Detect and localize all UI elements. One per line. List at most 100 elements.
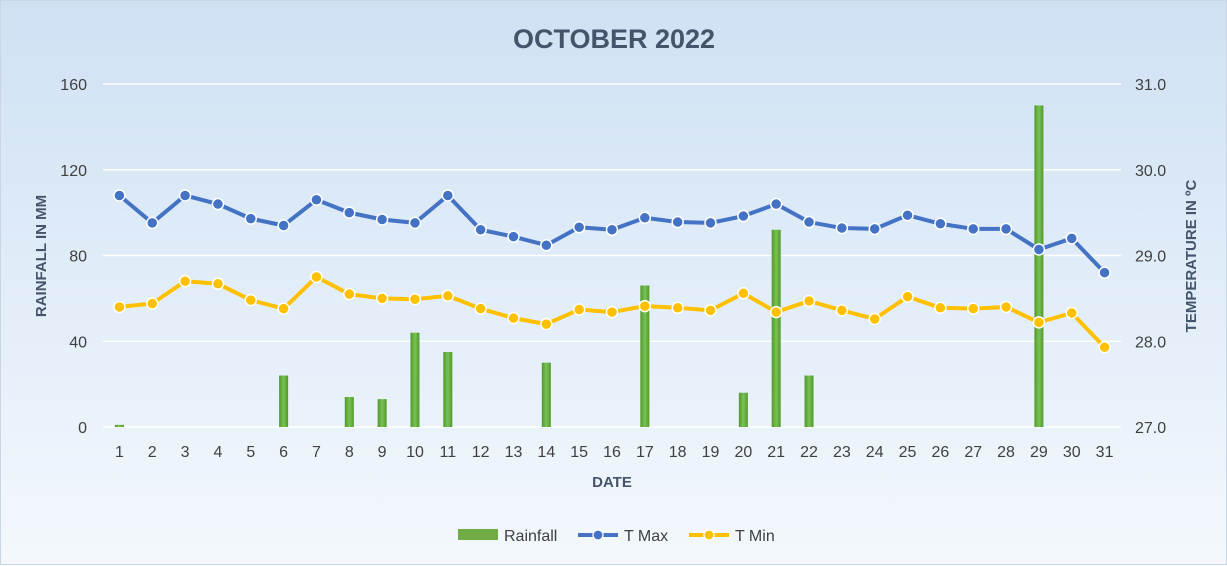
t-max-point xyxy=(343,206,356,219)
x-tick-label: 16 xyxy=(603,444,621,461)
rainfall-bar xyxy=(377,399,387,427)
legend-label: T Min xyxy=(735,528,775,545)
t-min-point xyxy=(211,277,225,291)
t-min-point xyxy=(966,302,980,315)
x-tick-label: 7 xyxy=(312,444,321,461)
t-max-point xyxy=(1098,266,1111,279)
x-tick-label: 3 xyxy=(181,444,190,461)
rainfall-bar xyxy=(804,375,814,427)
t-max-point xyxy=(1065,232,1078,245)
t-min-point xyxy=(540,317,553,331)
x-tick-label: 6 xyxy=(279,444,288,461)
t-max-point xyxy=(737,209,750,223)
t-max-point xyxy=(1032,243,1046,256)
rainfall-bar xyxy=(541,362,551,427)
t-min-point xyxy=(802,294,816,308)
chart-title: OCTOBER 2022 xyxy=(513,24,715,54)
t-min-point xyxy=(934,301,947,315)
y-tick-label: 160 xyxy=(60,77,87,94)
y2-tick-label: 27.0 xyxy=(1135,420,1166,437)
y-tick-label: 40 xyxy=(69,334,87,351)
t-min-point xyxy=(113,300,126,314)
t-min-point xyxy=(572,303,586,316)
temperature-lines xyxy=(113,189,1111,354)
t-max-point xyxy=(507,230,520,243)
t-min-point xyxy=(375,292,389,305)
rainfall-bar xyxy=(114,424,124,427)
x-tick-label: 12 xyxy=(472,444,490,461)
t-min-point xyxy=(474,302,487,315)
t-min-point xyxy=(868,312,881,326)
x-tick-label: 2 xyxy=(148,444,157,461)
legend-label: T Max xyxy=(624,528,668,545)
t-max-point xyxy=(178,189,192,202)
t-min-point xyxy=(671,301,684,315)
t-max-point xyxy=(868,222,881,236)
x-tick-label: 29 xyxy=(1030,444,1048,461)
t-min-legend-marker xyxy=(703,529,715,541)
legend-label: Rainfall xyxy=(504,528,557,545)
t-min-point xyxy=(1065,306,1078,320)
t-max-point xyxy=(605,223,619,237)
x-tick-label: 11 xyxy=(440,444,457,461)
rainfall-bar xyxy=(640,285,650,427)
x-tick-label: 8 xyxy=(345,444,354,461)
t-min-point xyxy=(901,290,914,303)
gridlines xyxy=(103,83,1121,428)
t-max-point xyxy=(474,223,487,237)
x-tick-label: 5 xyxy=(246,444,255,461)
x-tick-label: 4 xyxy=(213,444,222,461)
y2-tick-label: 29.0 xyxy=(1135,249,1166,266)
rainfall-bar xyxy=(443,351,453,427)
rainfall-legend-swatch xyxy=(458,529,498,540)
y2-tick-label: 28.0 xyxy=(1135,334,1166,351)
t-min-point xyxy=(769,305,783,319)
t-min-point xyxy=(277,302,290,315)
x-tick-label: 18 xyxy=(669,444,687,461)
t-max-point xyxy=(113,189,126,202)
t-min-point xyxy=(178,274,192,288)
t-min-point xyxy=(638,299,652,313)
y2-tick-label: 31.0 xyxy=(1135,77,1166,94)
x-tick-label: 31 xyxy=(1096,444,1114,461)
x-tick-label: 13 xyxy=(505,444,523,461)
t-min-point xyxy=(244,293,258,307)
y-tick-label: 80 xyxy=(69,249,87,266)
x-tick-label: 20 xyxy=(734,444,752,461)
t-min-point xyxy=(1032,316,1046,329)
y-axis-label: RAINFALL IN MM xyxy=(33,195,50,317)
t-min-point xyxy=(605,305,619,319)
t-max-point xyxy=(671,215,684,229)
t-min-point xyxy=(999,300,1013,314)
x-tick-label: 14 xyxy=(537,444,555,461)
x-tick-label: 22 xyxy=(800,444,818,461)
t-min-point xyxy=(408,292,422,306)
t-min-point xyxy=(507,311,520,325)
t-max-point xyxy=(310,193,323,207)
t-max-point xyxy=(540,238,553,252)
x-tick-label: 1 xyxy=(115,444,124,461)
x-tick-label: 27 xyxy=(964,444,982,461)
t-min-point xyxy=(1098,341,1111,354)
t-min-point xyxy=(343,287,356,301)
x-tick-label: 15 xyxy=(570,444,588,461)
x-tick-label: 9 xyxy=(378,444,387,461)
t-max-point xyxy=(934,217,947,231)
t-min-point xyxy=(146,297,159,310)
x-tick-label: 21 xyxy=(767,444,785,461)
y-tick-label: 0 xyxy=(78,420,87,437)
t-max-point xyxy=(244,212,258,225)
x-tick-label: 25 xyxy=(899,444,917,461)
x-tick-label: 10 xyxy=(406,444,424,461)
rainfall-bar xyxy=(344,396,354,427)
t-max-legend-marker xyxy=(592,529,604,541)
t-min-point xyxy=(310,270,323,284)
x-tick-label: 30 xyxy=(1063,444,1081,461)
x-tick-label: 23 xyxy=(833,444,851,461)
t-max-point xyxy=(999,222,1013,236)
t-min-point xyxy=(835,304,849,317)
x-tick-label: 17 xyxy=(636,444,654,461)
t-max-point xyxy=(835,221,849,235)
legend: Rainfall T Max T Min xyxy=(458,528,775,545)
